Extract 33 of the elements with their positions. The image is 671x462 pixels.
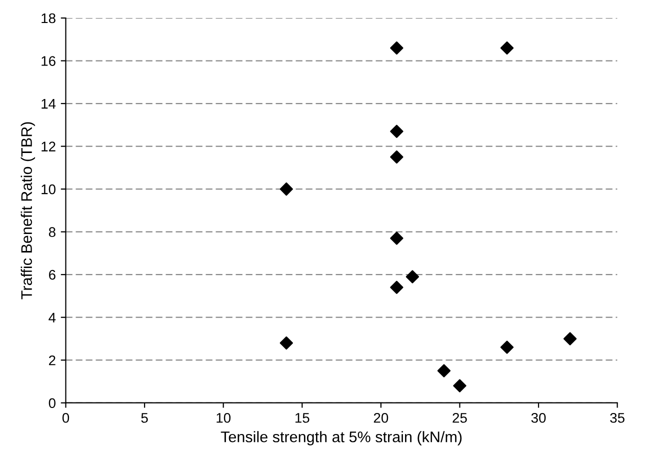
- point: [406, 270, 420, 284]
- x-axis-title: Tensile strength at 5% strain (kN/m): [220, 431, 462, 446]
- point: [437, 364, 451, 378]
- y-tick-label: 0: [48, 398, 56, 408]
- point: [563, 332, 577, 346]
- point: [390, 280, 404, 294]
- y-tick-label: 2: [49, 355, 56, 366]
- point: [280, 182, 293, 196]
- point: [500, 340, 514, 354]
- y-tick-label: 16: [42, 56, 56, 66]
- point: [453, 379, 466, 392]
- y-tick-label: 12: [42, 142, 56, 152]
- point: [280, 336, 293, 350]
- x-tick-label: 10: [216, 412, 231, 423]
- y-tick-label: 14: [42, 99, 56, 109]
- x-tick-label: 25: [452, 412, 467, 423]
- x-tick-label: 30: [531, 412, 546, 423]
- x-tick-label: 20: [374, 412, 388, 423]
- point: [390, 232, 404, 245]
- x-tick-label: 15: [295, 413, 310, 423]
- point: [500, 41, 514, 55]
- y-tick-label: 10: [42, 184, 56, 194]
- x-tick-label: 0: [62, 412, 70, 423]
- y-tick-label: 6: [49, 270, 56, 280]
- y-tick-label: 18: [42, 13, 56, 24]
- y-tick-label: 8: [48, 227, 56, 237]
- y-tick-label: 4: [48, 312, 56, 322]
- point: [390, 150, 404, 164]
- point: [390, 124, 404, 138]
- y-axis-title: Traffic Benefit Ratio (TBR): [20, 122, 36, 300]
- x-tick-label: 35: [610, 412, 624, 423]
- x-tick-label: 5: [141, 413, 148, 423]
- point: [390, 41, 404, 55]
